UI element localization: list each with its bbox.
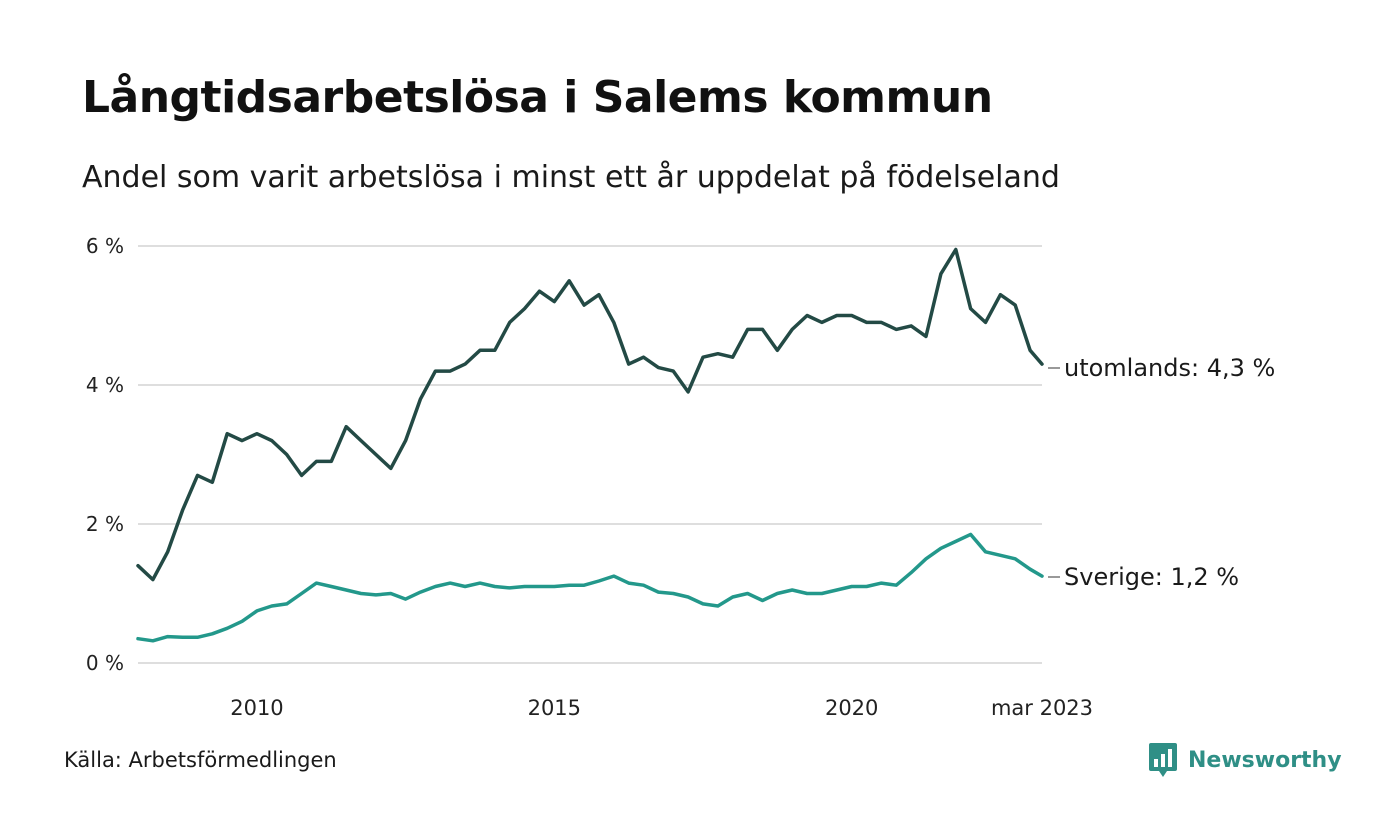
series-end-label: utomlands: 4,3 %: [1064, 354, 1275, 382]
series-end-labels: utomlands: 4,3 % Sverige: 1,2 %: [1048, 354, 1275, 591]
x-tick-label: 2015: [528, 696, 581, 720]
y-axis-ticks: 0 % 2 % 4 % 6 %: [86, 234, 124, 675]
y-tick-label: 2 %: [86, 512, 124, 536]
brand-name: Newsworthy: [1188, 747, 1342, 773]
y-tick-label: 4 %: [86, 373, 124, 397]
series-line-utomlands: [136, 247, 1044, 582]
brand-logo[interactable]: Newsworthy: [1148, 742, 1342, 778]
series-line-sverige: [136, 532, 1044, 643]
x-axis-ticks: 2010 2015 2020 mar 2023: [230, 696, 1093, 720]
series-end-label: Sverige: 1,2 %: [1064, 563, 1239, 591]
bar-chart-speech-icon: [1149, 743, 1177, 777]
chart-title: Långtidsarbetslösa i Salems kommun: [82, 72, 993, 123]
y-tick-label: 0 %: [86, 651, 124, 675]
x-tick-label: 2020: [825, 696, 878, 720]
chart-subtitle: Andel som varit arbetslösa i minst ett å…: [82, 160, 1060, 195]
source-note: Källa: Arbetsförmedlingen: [64, 748, 337, 772]
series-lines: [136, 247, 1044, 643]
grid-lines: [138, 245, 1042, 664]
x-tick-label: 2010: [230, 696, 283, 720]
x-tick-label: mar 2023: [991, 696, 1093, 720]
y-tick-label: 6 %: [86, 234, 124, 258]
